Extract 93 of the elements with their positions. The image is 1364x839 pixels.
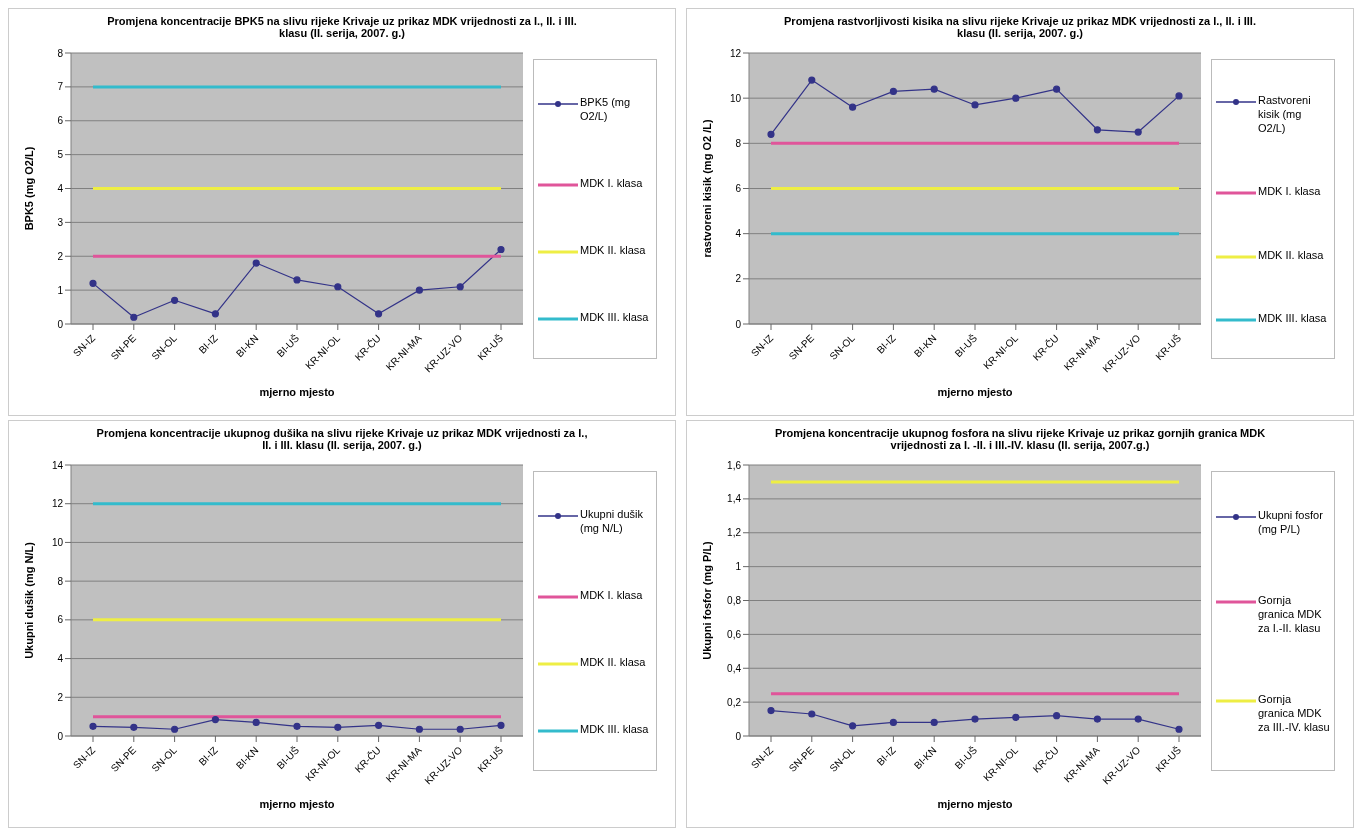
x-axis-title: mjerno mjesto [259, 798, 335, 810]
y-tick-label: 0 [735, 318, 742, 330]
point [808, 76, 816, 84]
chart-title: Promjena rastvorljivosti kisika na slivu rijeke Krivaje uz prikaz MDK vrijednosti za I., II. i III. klasu (II. serija, 2007. g.) [783, 15, 1257, 41]
y-tick-label: 12 [729, 47, 742, 59]
y-tick-label: 14 [51, 459, 64, 471]
point [334, 283, 342, 291]
point [211, 310, 219, 318]
point [293, 276, 301, 284]
point [849, 722, 857, 730]
point [130, 313, 138, 321]
y-tick-label: 0 [57, 730, 64, 742]
y-tick-label: 0,6 [727, 628, 742, 640]
legend-label: MDK I. klasa [580, 175, 644, 190]
x-axis-title: mjerno mjesto [937, 386, 1013, 398]
point [1012, 94, 1020, 102]
point [767, 706, 775, 715]
chart-title: Promjena koncentracije BPK5 na slivu rijeke Krivaje uz prikaz MDK vrijednosti za I., II. i III. klasu (II. serija, 2007. g.) [106, 15, 578, 41]
point [930, 718, 938, 727]
y-tick-label: 0,8 [727, 595, 742, 607]
legend-label: MDK I. klasa [580, 587, 644, 602]
point [849, 103, 857, 111]
legend-label: MDK III. klasa [580, 309, 650, 324]
y-tick-label: 5 [57, 149, 64, 161]
legend-label: MDK I. klasa [1258, 184, 1322, 199]
point [889, 718, 897, 727]
y-axis-title: Ukupni fosfor (mg P/L) [700, 540, 713, 660]
point [930, 85, 938, 93]
y-tick-label: 6 [57, 614, 64, 626]
chart-title: Promjena koncentracije ukupnog fosfora na slivu rijeke Krivaje uz prikaz gornjih granica MDK vrijednosti za I. -II. i III.-IV. klasu (II. serija, 2007.g.) [773, 427, 1267, 453]
point [1093, 715, 1101, 723]
point [1012, 713, 1020, 721]
y-tick-label: 2 [735, 273, 742, 285]
point [415, 286, 423, 294]
legend-label: MDK III. klasa [1258, 311, 1328, 326]
y-tick-label: 8 [735, 137, 742, 149]
legend-label: Gornja granica MDK za III.-IV. klasu [1258, 691, 1330, 734]
y-tick-label: 0 [57, 318, 64, 330]
y-tick-label: 10 [51, 536, 64, 548]
y-tick-label: 8 [57, 47, 64, 59]
y-tick-label: 3 [57, 216, 64, 228]
point [808, 710, 816, 718]
x-axis-title: mjerno mjesto [259, 386, 335, 398]
point [252, 259, 260, 267]
legend-label: Ukupni fosfor (mg P/L) [1258, 508, 1324, 537]
y-axis-title: BPK5 (mg O2/L) [22, 146, 35, 231]
legend-label: Gornja granica MDK za I.-II. klasu [1258, 593, 1323, 635]
y-tick-label: 2 [57, 250, 64, 262]
point [1134, 128, 1142, 136]
y-tick-label: 1,6 [727, 459, 742, 471]
y-tick-label: 0 [735, 730, 742, 742]
y-tick-label: 1 [735, 561, 742, 573]
legend-label: MDK III. klasa [580, 721, 650, 736]
y-tick-label: 8 [57, 575, 64, 587]
point [1134, 715, 1142, 723]
legend-label: Ukupni dušik (mg N/L) [580, 506, 644, 535]
y-tick-label: 1,2 [727, 527, 742, 539]
y-tick-label: 4 [57, 183, 64, 195]
point [767, 130, 775, 138]
x-axis-title: mjerno mjesto [937, 798, 1013, 810]
y-tick-label: 4 [735, 228, 742, 240]
y-tick-label: 1 [57, 284, 64, 296]
y-tick-label: 4 [57, 653, 64, 665]
point [375, 310, 383, 318]
legend-label: Rastvoreni kisik (mg O2/L) [1258, 92, 1312, 135]
y-tick-label: 0,4 [727, 662, 742, 674]
y-tick-label: 12 [51, 498, 64, 510]
y-tick-label: 0,2 [727, 696, 742, 708]
y-tick-label: 10 [729, 92, 742, 104]
legend-label: MDK II. klasa [580, 242, 647, 257]
point [1053, 712, 1061, 720]
legend-label: MDK II. klasa [1258, 247, 1325, 262]
point [497, 245, 505, 254]
point [889, 87, 897, 95]
point [171, 296, 179, 304]
point [89, 279, 97, 287]
y-tick-label: 7 [57, 81, 64, 93]
legend-label: MDK II. klasa [580, 654, 647, 669]
chart-title: Promjena koncentracije ukupnog dušika na slivu rijeke Krivaje uz prikaz MDK vrijednosti za I., II. i III. klasu (II. serija, 2007. g.) [95, 427, 589, 453]
legend-label: BPK5 (mg O2/L) [580, 94, 632, 123]
point [456, 283, 464, 291]
point [1175, 725, 1183, 733]
point [1093, 126, 1101, 134]
point [1053, 85, 1061, 93]
y-tick-label: 2 [57, 691, 64, 703]
point [1175, 92, 1183, 100]
y-tick-label: 6 [735, 183, 742, 195]
point [971, 715, 979, 723]
y-tick-label: 1,4 [727, 493, 742, 505]
y-axis-title: Ukupni dušik (mg N/L) [22, 541, 35, 659]
y-tick-label: 6 [57, 115, 64, 127]
y-axis-title: rastvoreni kisik (mg O2 /L) [700, 119, 713, 258]
point [971, 101, 979, 109]
